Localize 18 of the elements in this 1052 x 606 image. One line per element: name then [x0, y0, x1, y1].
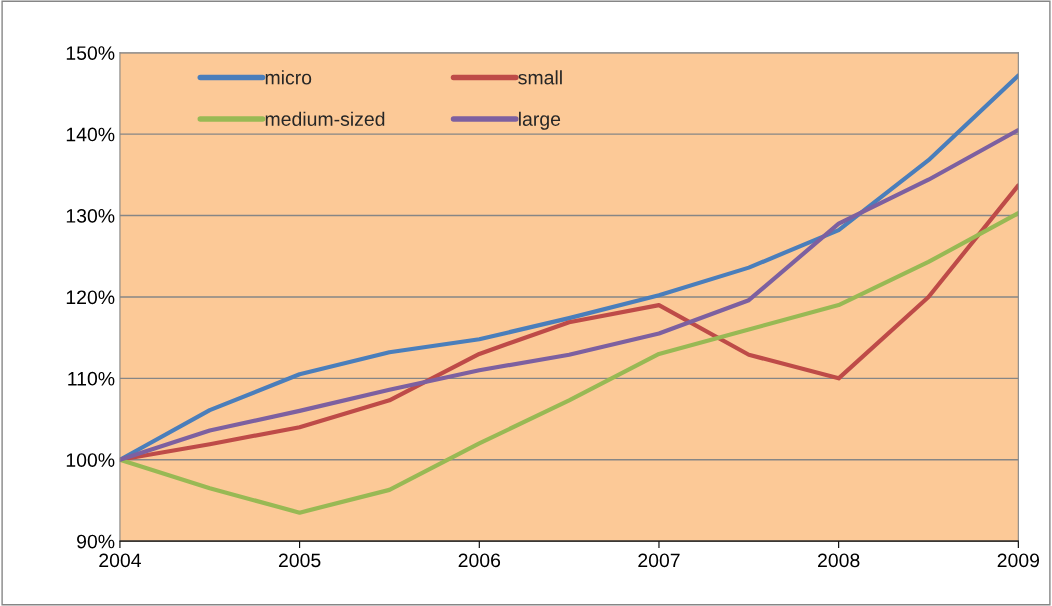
x-tick-label: 2006: [458, 553, 501, 568]
x-tick-label: 2008: [818, 553, 860, 568]
y-tick-label: 90%: [77, 534, 115, 549]
x-tick-label: 2009: [997, 553, 1040, 568]
y-tick-label: 130%: [66, 209, 115, 223]
x-tick-label: 2004: [99, 553, 141, 568]
legend-label: small: [518, 70, 562, 85]
x-tick-label: 2007: [638, 553, 680, 568]
y-tick-label: 140%: [66, 127, 115, 142]
legend-label: large: [519, 111, 561, 130]
x-tick-label: 2005: [278, 553, 321, 568]
line-series: [119, 211, 1019, 515]
legend-label: micro: [265, 70, 312, 85]
y-tick-label: 110%: [68, 371, 115, 386]
y-tick-label: 120%: [66, 290, 115, 305]
y-tick-label: 100%: [66, 453, 115, 467]
legend-label: medium-sized: [265, 111, 385, 126]
y-tick-label: 150%: [66, 46, 115, 60]
